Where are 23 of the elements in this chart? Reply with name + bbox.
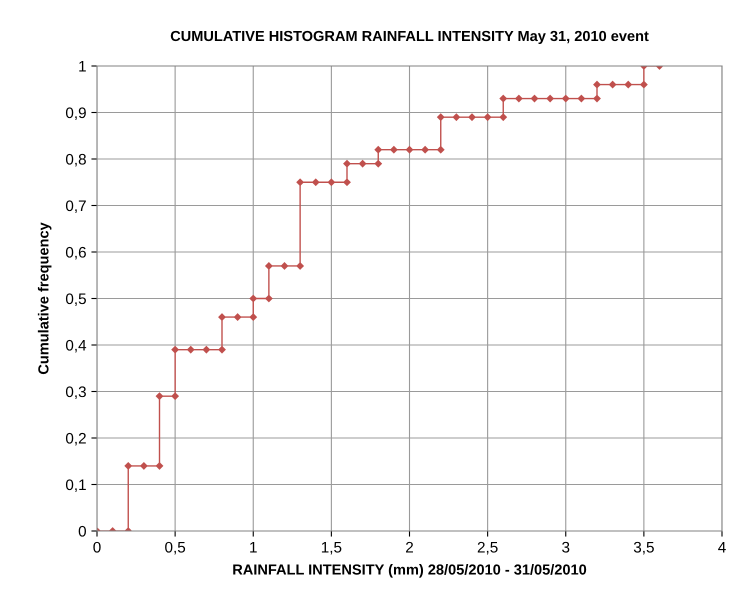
x-tick-label: 4 — [718, 542, 726, 552]
x-tick-label: 0 — [93, 542, 101, 553]
y-tick-label: 0,7 — [66, 200, 86, 213]
y-tick-label: 0,3 — [66, 386, 86, 399]
y-tick-label: 0,2 — [66, 432, 86, 446]
y-tick-label: 0,6 — [66, 246, 86, 260]
x-tick-label: 3 — [562, 542, 570, 553]
x-tick-label: 2,5 — [478, 542, 498, 554]
y-tick-label: 0,5 — [66, 293, 86, 306]
x-tick-label: 0,5 — [165, 542, 186, 554]
x-tick-label: 3,5 — [634, 542, 654, 554]
x-tick-label: 2 — [406, 542, 413, 552]
y-tick-label: 1 — [79, 61, 86, 72]
y-axis-title: Cumulative frequency — [38, 222, 52, 374]
y-tick-label: 0,4 — [66, 340, 86, 352]
chart-title: CUMULATIVE HISTOGRAM RAINFALL INTENSITY May 31, 2010 event — [170, 30, 649, 44]
y-tick-label: 0,9 — [66, 107, 86, 120]
x-tick-label: 1 — [250, 542, 257, 552]
y-tick-label: 0,8 — [66, 154, 86, 166]
x-tick-label: 1,5 — [322, 542, 342, 554]
y-tick-label: 0,1 — [66, 479, 86, 492]
x-axis-title: RAINFALL INTENSITY (mm) 28/05/2010 - 31/05/2010 — [233, 564, 586, 578]
y-tick-label: 0 — [78, 526, 86, 537]
